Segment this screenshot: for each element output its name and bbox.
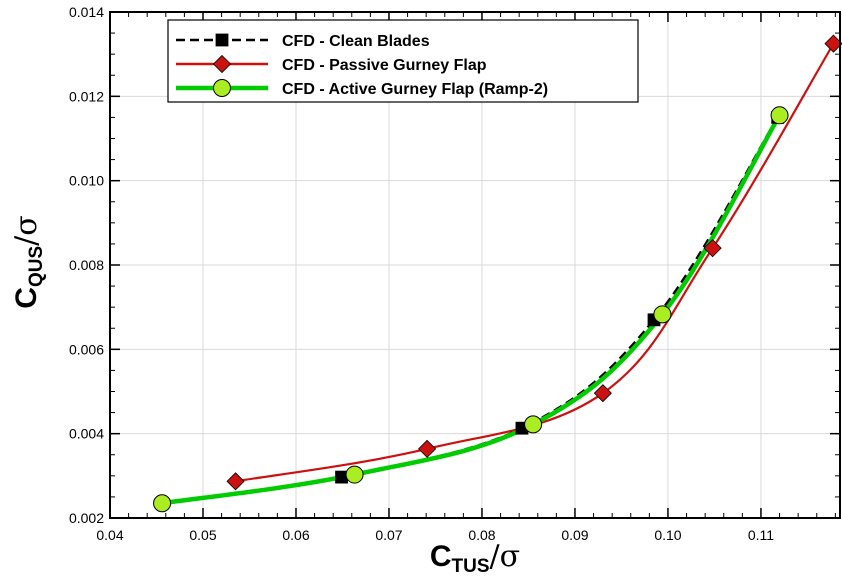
legend-label: CFD - Active Gurney Flap (Ramp-2) — [282, 81, 548, 98]
legend-marker-circle — [213, 79, 231, 97]
data-point-circle — [653, 305, 672, 324]
data-point-diamond — [226, 472, 245, 491]
legend-label: CFD - Passive Gurney Flap — [282, 57, 487, 74]
series-line — [161, 114, 782, 506]
data-point-circle — [345, 465, 364, 484]
y-tick-label: 0.012 — [69, 88, 104, 104]
x-tick-label: 0.09 — [561, 527, 588, 543]
legend: CFD - Clean Blades CFD - Passive Gurney F… — [167, 19, 639, 103]
x-tick-label: 0.10 — [654, 527, 681, 543]
y-tick-label: 0.004 — [69, 426, 104, 442]
series-line — [341, 116, 779, 479]
x-tick-label: 0.05 — [189, 527, 216, 543]
data-point-circle — [524, 415, 543, 434]
y-tick-label: 0.006 — [69, 341, 104, 357]
y-tick-label: 0.002 — [69, 510, 104, 526]
y-tick-label: 0.008 — [69, 257, 104, 273]
series-curves — [161, 43, 835, 506]
legend-label: CFD - Clean Blades — [282, 33, 430, 50]
x-axis-title: CTUS/σ — [430, 539, 520, 577]
y-axis-title: CQUS/σ — [9, 215, 47, 308]
x-tick-label: 0.08 — [468, 527, 495, 543]
x-tick-label: 0.04 — [96, 527, 123, 543]
x-tick-label: 0.07 — [375, 527, 402, 543]
series-markers — [153, 34, 842, 513]
data-point-diamond — [418, 439, 437, 458]
data-point-circle — [770, 106, 789, 125]
data-point-diamond — [703, 239, 722, 258]
x-tick-label: 0.06 — [282, 527, 309, 543]
y-tick-label: 0.014 — [69, 4, 104, 20]
tick-labels: 0.04 0.05 0.06 0.07 0.08 0.09 0.10 0.11 0.002 0.0… — [69, 4, 774, 543]
data-point-diamond — [593, 384, 612, 403]
data-point-circle — [153, 494, 172, 513]
legend-marker-square — [215, 33, 229, 47]
axis-ticks — [109, 11, 840, 519]
x-tick-label: 0.11 — [748, 527, 774, 543]
legend-marker-diamond — [212, 54, 232, 74]
y-tick-label: 0.010 — [69, 173, 104, 189]
